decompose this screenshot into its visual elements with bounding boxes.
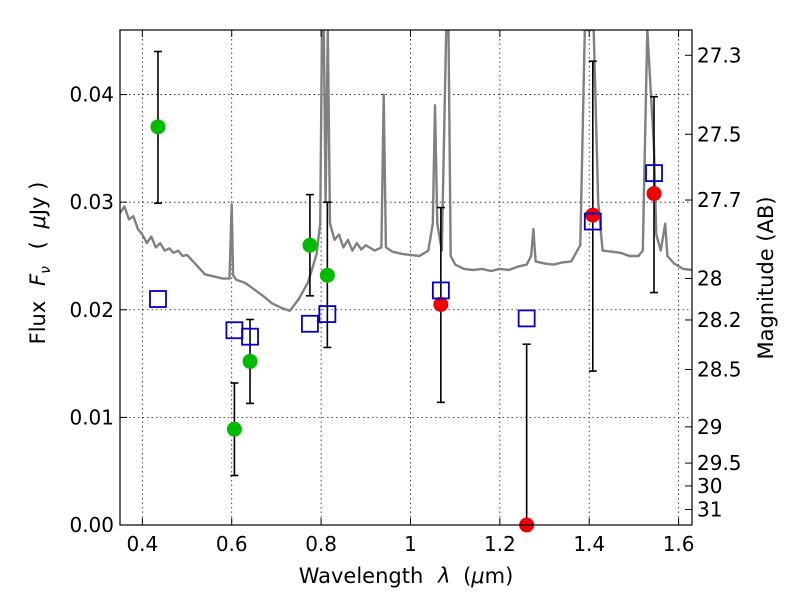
y-tick-label: 0.00 — [69, 513, 114, 537]
red-data-point — [646, 186, 662, 202]
model-square — [149, 290, 167, 308]
model-square — [645, 164, 663, 183]
mag-tick-label: 29 — [697, 415, 722, 439]
mag-tick-label: 31 — [697, 497, 722, 521]
model-square — [318, 305, 337, 323]
mag-tick-label: 29.5 — [697, 451, 742, 475]
y-axis-label: Flux Fν ( μJy ) — [26, 182, 55, 345]
model-square — [301, 314, 319, 333]
x-tick-label: 1.6 — [663, 532, 695, 556]
spectrum-layer — [120, 30, 692, 313]
green-data-point — [319, 267, 335, 283]
grid-layer — [120, 30, 692, 526]
mag-tick-label: 27.7 — [697, 188, 742, 212]
green-data-point — [226, 421, 242, 437]
green-data-point — [302, 237, 318, 253]
model-square — [431, 281, 450, 300]
y-tick-label: 0.04 — [69, 83, 114, 107]
marker-layer — [149, 119, 663, 533]
spectrum-line — [120, 30, 692, 313]
model-square — [241, 327, 259, 346]
red-data-point — [585, 207, 601, 223]
mag-tick-label: 28.5 — [697, 357, 742, 381]
mag-tick-label: 27.3 — [697, 43, 742, 67]
x-tick-label: 0.4 — [126, 532, 158, 556]
x-tick-label: 1.4 — [573, 532, 605, 556]
mag-tick-label: 30 — [697, 474, 722, 498]
mag-tick-label: 28 — [697, 266, 722, 290]
model-square — [225, 321, 244, 340]
plot-frame — [119, 29, 693, 526]
x-tick-label: 0.6 — [216, 532, 248, 556]
y-tick-label: 0.03 — [69, 190, 114, 214]
green-data-point — [150, 119, 166, 135]
green-data-point — [242, 353, 258, 369]
model-square — [583, 212, 602, 231]
x-tick-label: 1.2 — [484, 532, 516, 556]
x-axis-label: Wavelength λ (μm) — [299, 564, 514, 588]
y-tick-label: 0.01 — [69, 405, 114, 429]
x-tick-label: 0.8 — [305, 532, 337, 556]
model-square — [517, 309, 536, 328]
mag-tick-label: 27.5 — [697, 122, 742, 146]
y-tick-label: 0.02 — [69, 298, 114, 322]
y2-axis-label: Magnitude (AB) — [754, 196, 778, 359]
tick-layer: 0.4 0.6 0.8 1 1.2 1.4 1.6 0.00 0.01 0.02 0.03 0.04 2… — [69, 30, 742, 556]
red-data-point — [433, 296, 449, 312]
x-tick-label: 1 — [404, 532, 417, 556]
mag-tick-label: 28.2 — [697, 308, 742, 332]
